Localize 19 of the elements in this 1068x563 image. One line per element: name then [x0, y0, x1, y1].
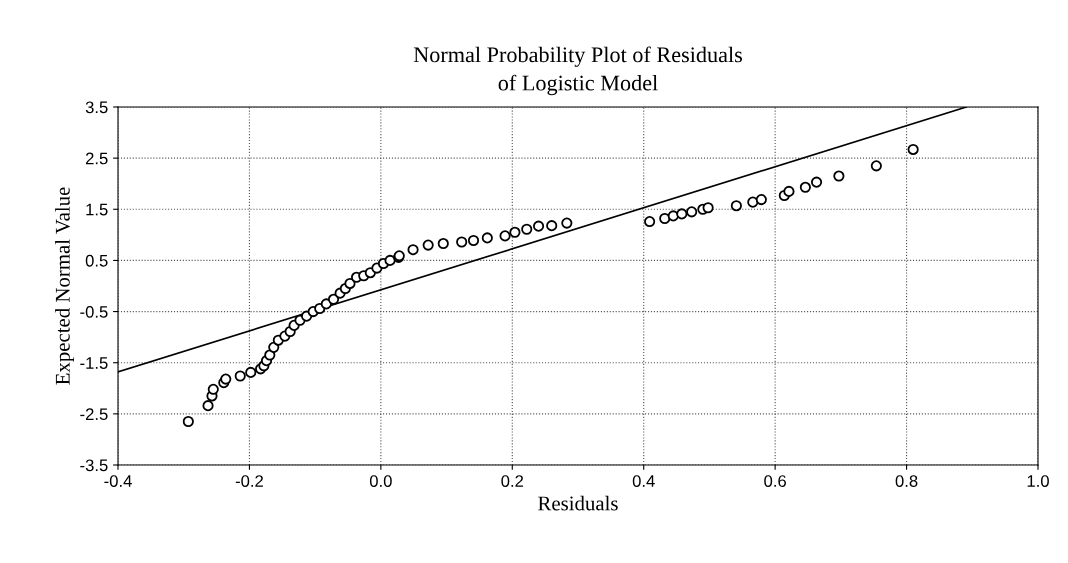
y-tick-label: 1.5	[86, 203, 108, 216]
y-tick-label: 2.5	[85, 152, 108, 165]
y-tick-label: -1.5	[80, 357, 108, 369]
x-tick-label: 1.0	[1027, 475, 1049, 487]
y-axis-title: Expected Normal Value	[55, 187, 75, 385]
x-tick-label: -0.2	[235, 475, 263, 487]
y-tick-label: -3.5	[80, 459, 108, 472]
x-tick-label: 0.6	[764, 475, 786, 487]
y-tick-label: 0.5	[85, 254, 108, 267]
y-tick-label: -0.5	[80, 305, 108, 318]
x-tick-label: 0.2	[501, 475, 524, 487]
y-tick-label: -2.5	[80, 408, 108, 421]
x-tick-label: 0.8	[895, 475, 918, 487]
x-axis-title: Residuals	[538, 495, 618, 511]
x-tick-label: -0.4	[104, 475, 132, 487]
x-tick-label: 0.4	[632, 475, 655, 487]
y-tick-label: 3.5	[85, 101, 108, 114]
chart-title: Normal Probability Plot of Residuals of Logistic Model	[413, 46, 742, 96]
x-tick-label: 0.0	[369, 475, 392, 487]
